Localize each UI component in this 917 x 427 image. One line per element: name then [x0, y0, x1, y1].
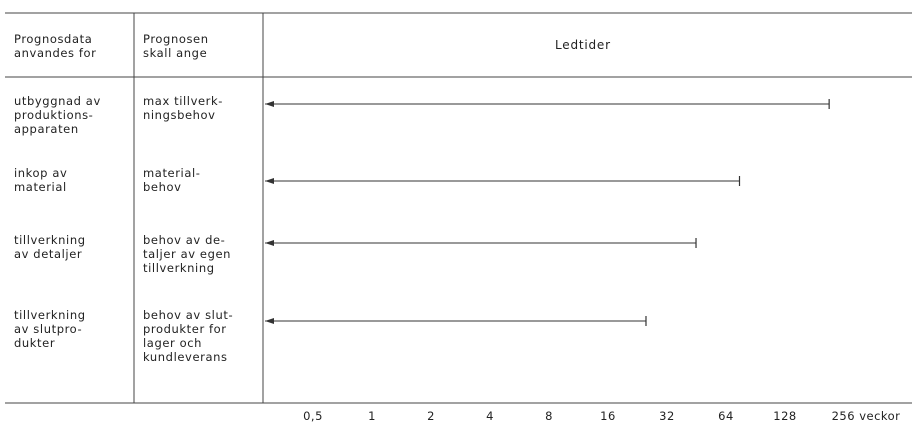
tick-label: 4	[486, 409, 494, 423]
tick-label: 0,5	[303, 409, 323, 423]
row-indicates-3: behov av de- taljer av egen tillverkning	[143, 233, 232, 275]
lead-time-arrow-2	[265, 176, 741, 186]
header-use: Prognosdata anvandes for	[14, 32, 97, 60]
header-indicates: Prognosen skall ange	[143, 32, 209, 60]
row-indicates-2: material- behov	[143, 166, 201, 194]
header-lead-times: Ledtider	[555, 38, 611, 52]
tick-label: 1	[368, 409, 376, 423]
row-indicates-4: behov av slut- produkter for lager och k…	[143, 308, 234, 364]
tick-label: 8	[545, 409, 553, 423]
tick-label: 64	[718, 409, 734, 423]
row-indicates-1: max tillverk- ningsbehov	[143, 94, 224, 122]
tick-label: 16	[600, 409, 616, 423]
tick-label: 128	[773, 409, 797, 423]
lead-time-arrow-4	[265, 316, 647, 326]
tick-label: 256 veckor	[831, 409, 901, 423]
row-use-1: utbyggnad av produktions- apparaten	[14, 94, 101, 136]
row-use-3: tillverkning av detaljer	[14, 233, 86, 261]
row-use-2: inkop av material	[14, 166, 68, 194]
lead-time-arrow-3	[265, 238, 697, 248]
tick-label: 2	[427, 409, 435, 423]
tick-label: 32	[659, 409, 675, 423]
lead-time-arrow-1	[265, 99, 830, 109]
row-use-4: tillverkning av slutpro- dukter	[14, 308, 86, 350]
